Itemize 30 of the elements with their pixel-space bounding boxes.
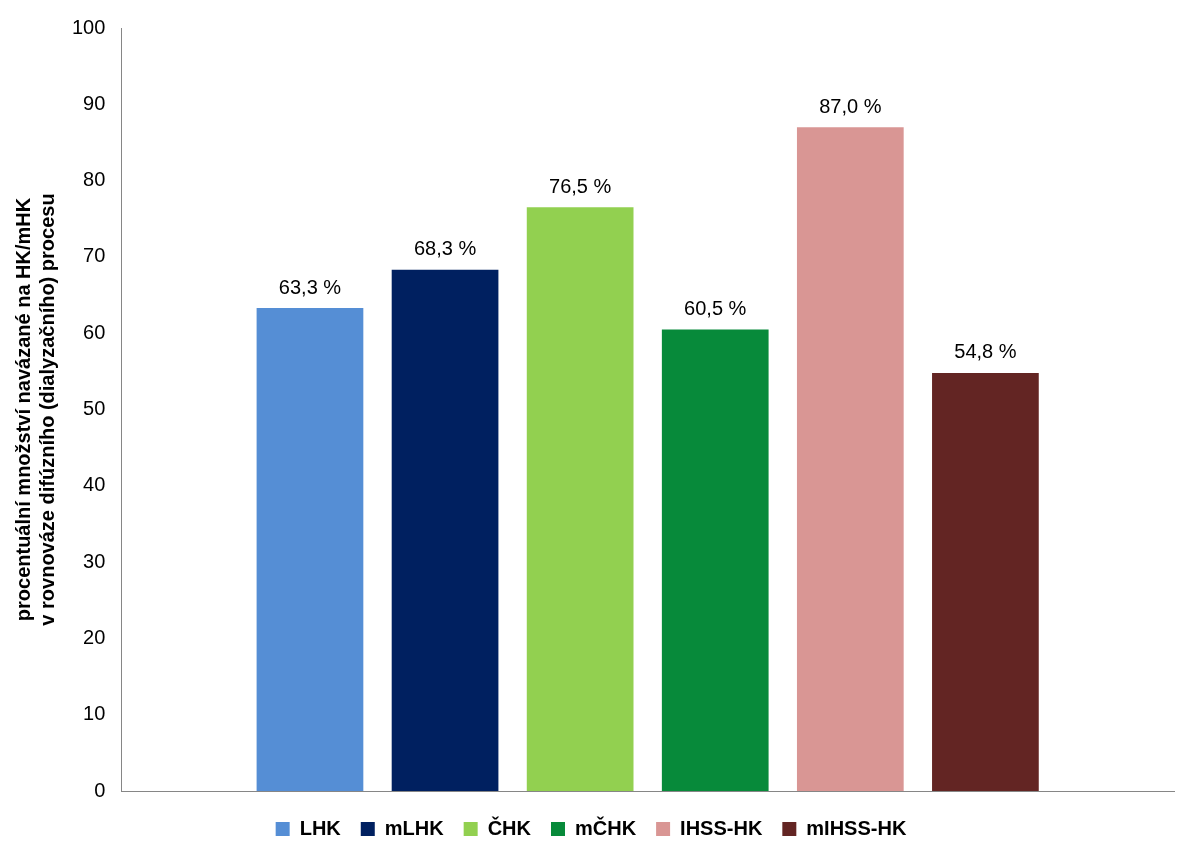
legend-label: mČHK — [574, 815, 637, 839]
bar — [526, 207, 634, 791]
y-tick-label: 40 — [83, 473, 106, 496]
bar — [391, 269, 499, 791]
bar — [256, 308, 364, 791]
data-label: 87,0 % — [819, 94, 882, 117]
data-label: 54,8 % — [954, 340, 1017, 363]
y-tick-label: 50 — [83, 397, 106, 420]
y-tick-label: 80 — [83, 168, 106, 191]
bar — [796, 127, 904, 791]
legend-label: LHK — [299, 816, 342, 839]
data-label: 60,5 % — [684, 296, 747, 319]
data-label: 76,5 % — [549, 174, 612, 197]
y-tick-label: 30 — [83, 549, 106, 572]
bar — [661, 329, 769, 791]
bar — [932, 372, 1039, 791]
y-tick-label: 0 — [94, 778, 106, 801]
legend-label: mLHK — [384, 816, 445, 839]
y-tick-label: 90 — [83, 91, 106, 114]
y-tick-label: 20 — [83, 625, 106, 648]
legend-label: ČHK — [487, 815, 532, 839]
y-axis-title: procentuální množství navázané na HK/mHK v rovnováze difúzního (dialyzačního) procesu — [11, 193, 58, 626]
y-tick-label: 70 — [83, 244, 106, 267]
data-label: 63,3 % — [278, 275, 342, 298]
y-tick-label: 10 — [83, 702, 106, 725]
data-label: 68,3 % — [413, 237, 477, 260]
legend-label: mIHSS-HK — [806, 816, 907, 839]
y-tick-label: 60 — [83, 320, 106, 343]
y-tick-label: 100 — [71, 15, 106, 38]
legend-label: IHSS-HK — [680, 816, 763, 839]
